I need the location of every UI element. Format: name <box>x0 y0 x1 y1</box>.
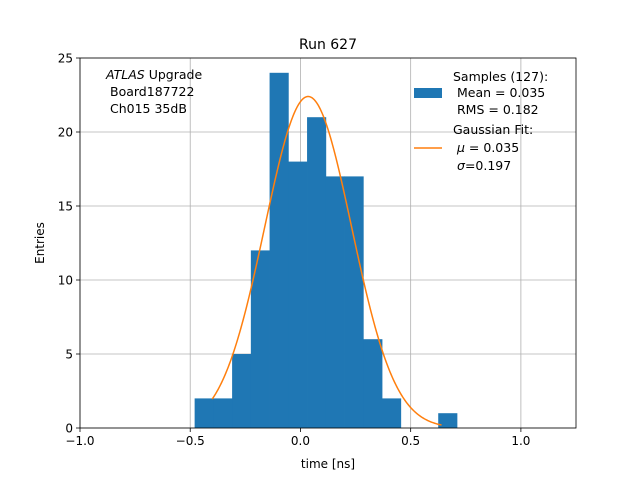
svg-text:σ=0.197: σ=0.197 <box>457 158 511 173</box>
histogram-bar <box>325 176 345 428</box>
histogram-bar <box>250 250 270 428</box>
histogram-bar <box>363 339 383 428</box>
histogram-bar <box>307 117 327 428</box>
legend-samples-mean: Mean = 0.035 <box>457 85 545 100</box>
gaussian-fit-curve <box>211 95 442 426</box>
x-tick-label: 1.0 <box>511 434 530 448</box>
legend-fit-sigma-value: =0.197 <box>465 158 511 173</box>
histogram-bar <box>213 398 233 428</box>
svg-text:ATLAS Upgrade: ATLAS Upgrade <box>105 67 202 82</box>
legend-fit-sigma-symbol: σ <box>457 158 466 173</box>
y-tick-label: 0 <box>65 422 73 436</box>
histogram-bar <box>232 354 252 428</box>
atlas-annotation: ATLAS Upgrade Board187722 Ch015 35dB <box>105 67 202 116</box>
y-tick-label: 20 <box>58 126 73 140</box>
x-tick-label: 0.5 <box>401 434 420 448</box>
legend-fit-title: Gaussian Fit: <box>453 122 533 137</box>
annotation-channel: Ch015 35dB <box>110 101 187 116</box>
y-tick-label: 5 <box>65 348 73 362</box>
annotation-upgrade: Upgrade <box>145 67 203 82</box>
histogram-bars <box>194 72 458 429</box>
y-tick-label: 10 <box>58 274 73 288</box>
histogram-bar <box>288 161 308 428</box>
legend: Samples (127): Mean = 0.035 RMS = 0.182 … <box>414 69 548 173</box>
chart-title: Run 627 <box>299 37 357 53</box>
histogram-bar <box>382 398 402 428</box>
legend-samples-rms: RMS = 0.182 <box>457 102 539 117</box>
x-tick-label: −0.5 <box>176 434 205 448</box>
y-axis-label: Entries <box>33 222 47 264</box>
axes-frame <box>79 57 577 429</box>
svg-text:μ = 0.035: μ = 0.035 <box>456 140 519 155</box>
histogram-bar <box>438 413 458 428</box>
x-tick-label: 0.0 <box>291 434 310 448</box>
histogram-bar <box>194 398 214 428</box>
legend-fit-mu-symbol: μ <box>456 140 465 155</box>
x-axis-ticks: −1.0 −0.5 0.0 0.5 1.0 <box>65 428 530 448</box>
legend-samples-swatch <box>414 88 442 98</box>
annotation-board: Board187722 <box>110 84 194 99</box>
y-tick-label: 15 <box>58 200 73 214</box>
histogram-bar <box>344 176 364 428</box>
histogram-bar <box>269 72 289 429</box>
legend-samples-title: Samples (127): <box>453 69 548 84</box>
y-axis-ticks: 0 5 10 15 20 25 <box>58 52 80 436</box>
y-tick-label: 25 <box>58 52 73 66</box>
x-axis-label: time [ns] <box>301 457 355 471</box>
x-tick-label: −1.0 <box>65 434 94 448</box>
legend-fit-mu-value: = 0.035 <box>465 140 519 155</box>
annotation-atlas: ATLAS <box>105 67 145 82</box>
